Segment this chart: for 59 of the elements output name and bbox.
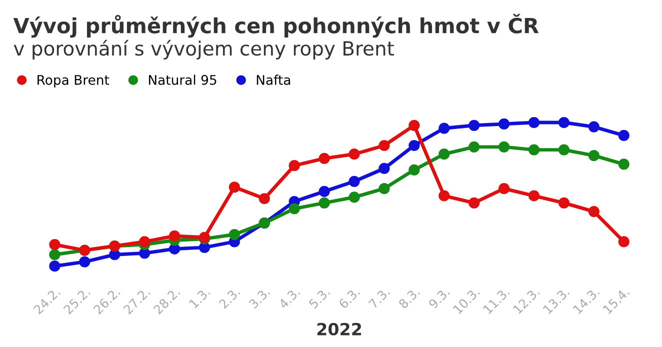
- point: [528, 144, 540, 156]
- point: [408, 140, 420, 152]
- point: [588, 206, 600, 218]
- point: [378, 140, 390, 152]
- legend-label: Nafta: [256, 74, 290, 85]
- point: [378, 183, 390, 194]
- point: [348, 148, 360, 160]
- point: [438, 148, 450, 160]
- point: [498, 141, 510, 152]
- x-tick-label: 6.3.: [338, 287, 360, 310]
- point: [288, 203, 300, 214]
- point: [288, 160, 300, 172]
- point: [168, 230, 180, 242]
- point: [528, 116, 540, 128]
- x-tick-label: 4.3.: [278, 287, 300, 310]
- point: [558, 144, 570, 156]
- point: [438, 190, 450, 202]
- point: [139, 236, 150, 248]
- x-axis-title: 2022: [317, 322, 362, 336]
- chart-subtitle: v porovnání s vývojem ceny ropy Brent: [14, 40, 394, 60]
- point: [618, 130, 630, 142]
- point: [318, 186, 330, 198]
- legend-label: Ropa Brent: [38, 75, 110, 88]
- x-tick-label: 8.3.: [398, 287, 420, 310]
- point: [558, 116, 570, 128]
- point: [49, 260, 60, 272]
- x-tick-label: 9.3.: [428, 287, 450, 310]
- point: [258, 193, 270, 204]
- point: [49, 249, 60, 260]
- point: [468, 197, 480, 208]
- point: [468, 141, 480, 152]
- point: [498, 118, 510, 130]
- point: [528, 190, 540, 202]
- x-tick-label: 5.3.: [308, 287, 330, 309]
- point: [318, 152, 330, 164]
- point: [588, 150, 600, 162]
- point: [618, 158, 630, 170]
- point: [408, 164, 420, 176]
- point: [318, 197, 330, 208]
- x-tick-label: 1.3.: [188, 287, 210, 309]
- point: [348, 176, 360, 187]
- point: [438, 122, 450, 134]
- point: [558, 197, 570, 208]
- legend-label: Natural 95: [148, 74, 216, 85]
- x-tick-label: 7.3.: [368, 287, 390, 309]
- point: [618, 236, 630, 248]
- point: [348, 192, 360, 203]
- point: [588, 121, 600, 132]
- chart-title: Vývoj průměrných cen pohonných hmot v ČR: [13, 14, 539, 38]
- point: [378, 162, 390, 174]
- point: [498, 183, 510, 194]
- point: [228, 228, 240, 240]
- x-tick-label: 3.3.: [248, 287, 270, 309]
- point: [408, 120, 420, 131]
- point: [228, 182, 240, 193]
- point: [468, 120, 480, 131]
- point: [79, 256, 90, 268]
- point: [49, 239, 60, 250]
- x-tick-label: 2.3.: [218, 287, 240, 309]
